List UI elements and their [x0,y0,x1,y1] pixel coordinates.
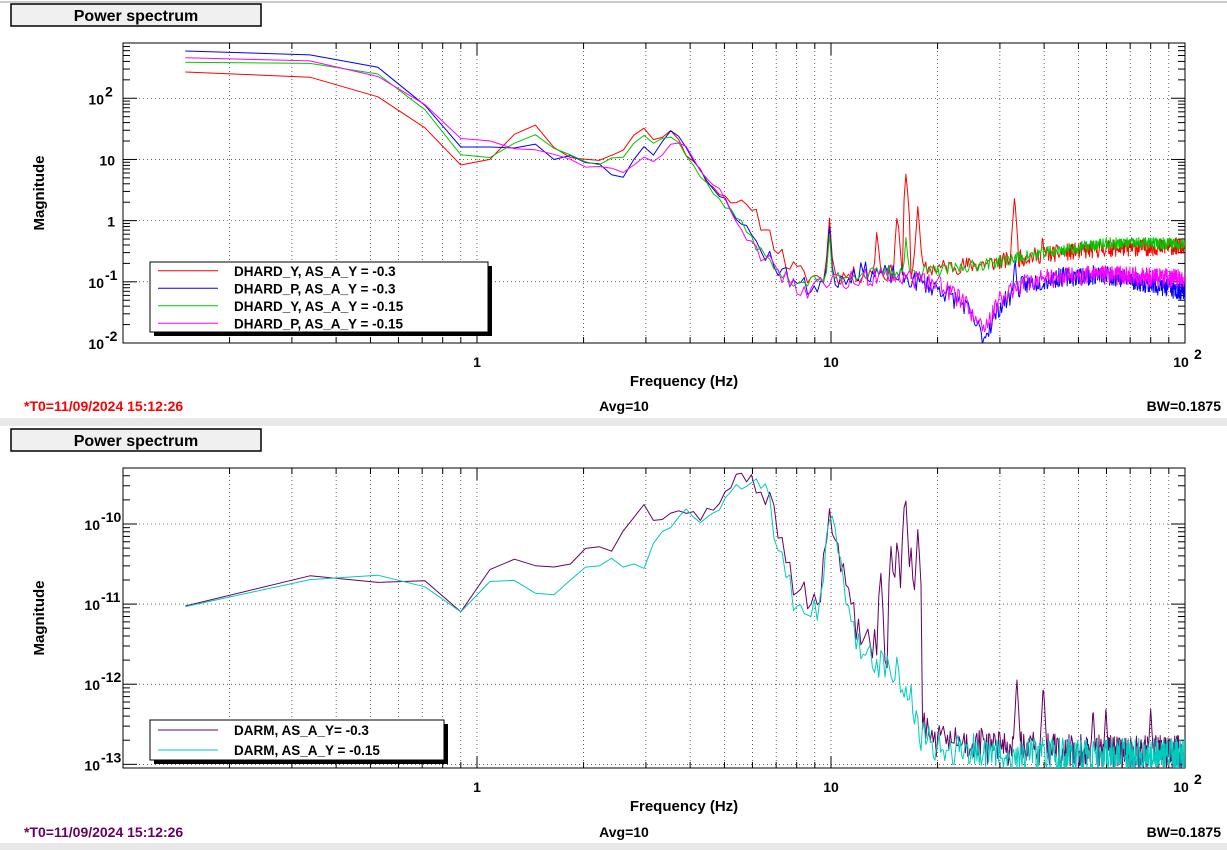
legend-label: DARM, AS_A_Y = -0.15 [234,743,380,758]
y-tick-label: 10 [84,597,100,613]
y-tick-label-exponent: -13 [101,749,121,765]
footer-bandwidth: BW=0.1875 [1147,824,1222,840]
x-tick-label: 10 [1173,779,1189,795]
y-tick-label: 10 [88,275,104,291]
y-tick-label: 10 [99,152,115,168]
title-box [10,3,262,27]
x-axis-label: Frequency (Hz) [630,373,738,390]
series-line [185,71,1185,285]
x-tick-label: 1 [473,779,481,795]
y-tick-label-exponent: -10 [101,509,121,525]
legend-label: DARM, AS_A_Y= -0.3 [234,723,369,738]
series-line [185,61,1185,287]
legend-box [149,719,445,761]
y-axis-label: Magnitude [31,581,48,656]
legend: DARM, AS_A_Y= -0.3 DARM, AS_A_Y = -0.15 [149,719,448,764]
y-axis-label: Magnitude [31,156,48,231]
x-tick-label: 10 [823,354,839,370]
panel-separator [0,418,1227,426]
title-box [10,428,262,452]
chart-title: Power spectrum [74,433,198,450]
legend: DHARD_Y, AS_A_Y = -0.3 DHARD_P, AS_A_Y = … [149,261,492,336]
legend-label: DHARD_Y, AS_A_Y = -0.3 [234,264,396,279]
y-tick-label: 10 [88,91,104,107]
y-tick-label: 10 [84,677,100,693]
x-tick-label: 10 [1173,354,1189,370]
footer-timestamp: *T0=11/09/2024 15:12:26 [24,398,183,414]
y-tick-label-exponent: -11 [101,589,121,605]
x-tick-label: 10 [823,779,839,795]
y-tick-label-exponent: -2 [105,328,118,344]
y-tick-label-exponent: -12 [101,669,121,685]
series-group [185,50,1185,343]
footer-timestamp: *T0=11/09/2024 15:12:26 [24,824,183,840]
x-tick-label-exponent: 2 [1194,771,1202,787]
x-grid [229,43,1170,343]
series-group [185,472,1185,768]
plot-frame [122,467,1186,769]
footer-average: Avg=10 [599,824,649,840]
legend-label: DHARD_P, AS_A_Y = -0.15 [234,316,403,331]
x-tick-label-exponent: 2 [1194,346,1202,362]
y-tick-label-exponent: -1 [105,267,118,283]
y-tick-label: 1 [107,214,115,230]
footer-average: Avg=10 [599,398,649,414]
series-line [185,57,1185,332]
legend-label: DHARD_Y, AS_A_Y = -0.15 [234,299,404,314]
x-axis-label: Frequency (Hz) [630,798,738,815]
y-tick-label: 10 [88,336,104,352]
series-line [185,50,1185,343]
legend-label: DHARD_P, AS_A_Y = -0.3 [234,281,396,296]
y-tick-label: 10 [84,517,100,533]
footer-bandwidth: BW=0.1875 [1147,398,1222,414]
series-line [185,478,1185,768]
chart-title: Power spectrum [74,8,198,25]
y-tick-label-exponent: 2 [105,83,113,99]
x-tick-label: 1 [473,354,481,370]
y-tick-label: 10 [84,757,100,773]
legend-box [149,261,489,333]
